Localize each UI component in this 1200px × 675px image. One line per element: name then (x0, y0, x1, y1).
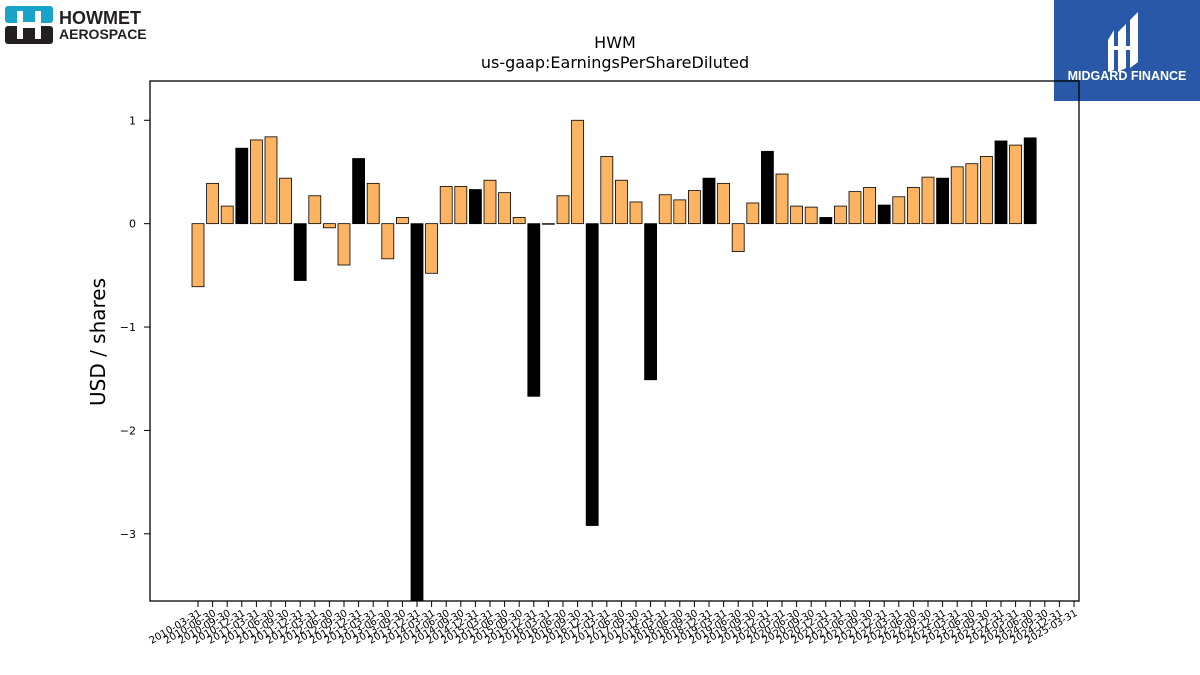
bar-37 (731, 223, 745, 252)
bar-40 (775, 173, 789, 225)
bar-38 (746, 202, 760, 225)
bar-20 (483, 179, 497, 225)
bar-45 (848, 191, 862, 225)
bar-26 (571, 119, 584, 225)
bar-53 (965, 163, 979, 225)
bar-22 (512, 217, 526, 225)
bar-3 (235, 147, 249, 225)
bar-5 (264, 136, 278, 225)
bar-14 (395, 217, 409, 225)
y-ticks-group: 1 0 −1 −2 −3 (120, 114, 150, 541)
bar-21 (498, 192, 512, 225)
bar-49 (907, 187, 920, 225)
bar-43 (819, 217, 833, 225)
bar-46 (863, 187, 876, 225)
bar-9 (322, 223, 336, 229)
y-axis-label: USD / shares (86, 278, 110, 406)
bar-32 (658, 194, 672, 225)
bar-15 (410, 223, 424, 602)
brand-logo-text: MIDGARD FINANCE (1068, 69, 1187, 83)
bar-47 (877, 204, 891, 225)
bar-57 (1023, 137, 1037, 225)
bar-55 (994, 140, 1008, 225)
bar-41 (790, 205, 803, 225)
bar-30 (629, 201, 643, 225)
bar-44 (834, 205, 847, 225)
bar-16 (425, 223, 439, 274)
chart-subtitle: us-gaap:EarningsPerShareDiluted (481, 53, 749, 72)
bar-17 (439, 186, 453, 225)
y-tick-label-3: −2 (120, 424, 136, 437)
y-tick-label-0: 1 (129, 114, 136, 127)
howmet-aerospace-logo: HOWMET AEROSPACE (5, 6, 175, 46)
x-ticks-group: 2010-03-312010-06-302010-09-302010-12-31… (148, 601, 1080, 647)
bar-25 (556, 195, 570, 225)
bar-10 (337, 223, 351, 266)
bar-39 (761, 150, 774, 225)
bar-29 (615, 179, 628, 225)
bar-51 (936, 177, 949, 225)
bar-35 (702, 177, 716, 225)
bar-0 (191, 223, 205, 288)
bar-52 (950, 166, 964, 225)
y-tick-label-2: −1 (120, 321, 136, 334)
bar-23 (527, 223, 541, 397)
chart-title: HWM (594, 33, 636, 52)
bar-27 (585, 223, 599, 526)
bars-group (191, 119, 1037, 602)
bar-2 (220, 205, 234, 225)
bar-33 (673, 199, 687, 225)
bar-24 (542, 223, 555, 225)
y-tick-label-1: 0 (129, 218, 136, 231)
plot-frame (149, 80, 1080, 602)
logo-text-line2: AEROSPACE (59, 26, 147, 42)
bar-11 (352, 158, 366, 225)
y-tick-label-4: −3 (120, 528, 136, 541)
bar-56 (1009, 144, 1022, 225)
bar-31 (644, 223, 657, 381)
bar-42 (804, 206, 818, 225)
bar-7 (293, 223, 307, 281)
bar-54 (980, 156, 993, 225)
logo-text-line1: HOWMET (59, 8, 141, 28)
bar-34 (688, 190, 701, 225)
bar-13 (381, 223, 395, 260)
bar-8 (308, 195, 322, 225)
bar-48 (892, 196, 906, 225)
bar-4 (249, 139, 263, 225)
midgard-mark-icon (1108, 12, 1138, 72)
bar-50 (921, 176, 935, 225)
bar-18 (454, 186, 468, 225)
bar-6 (279, 177, 293, 225)
bar-12 (366, 182, 380, 225)
bar-36 (717, 182, 730, 225)
bar-19 (468, 189, 482, 225)
bar-1 (206, 182, 220, 225)
midgard-finance-logo: MIDGARD FINANCE (1054, 0, 1200, 101)
bar-28 (600, 156, 614, 225)
